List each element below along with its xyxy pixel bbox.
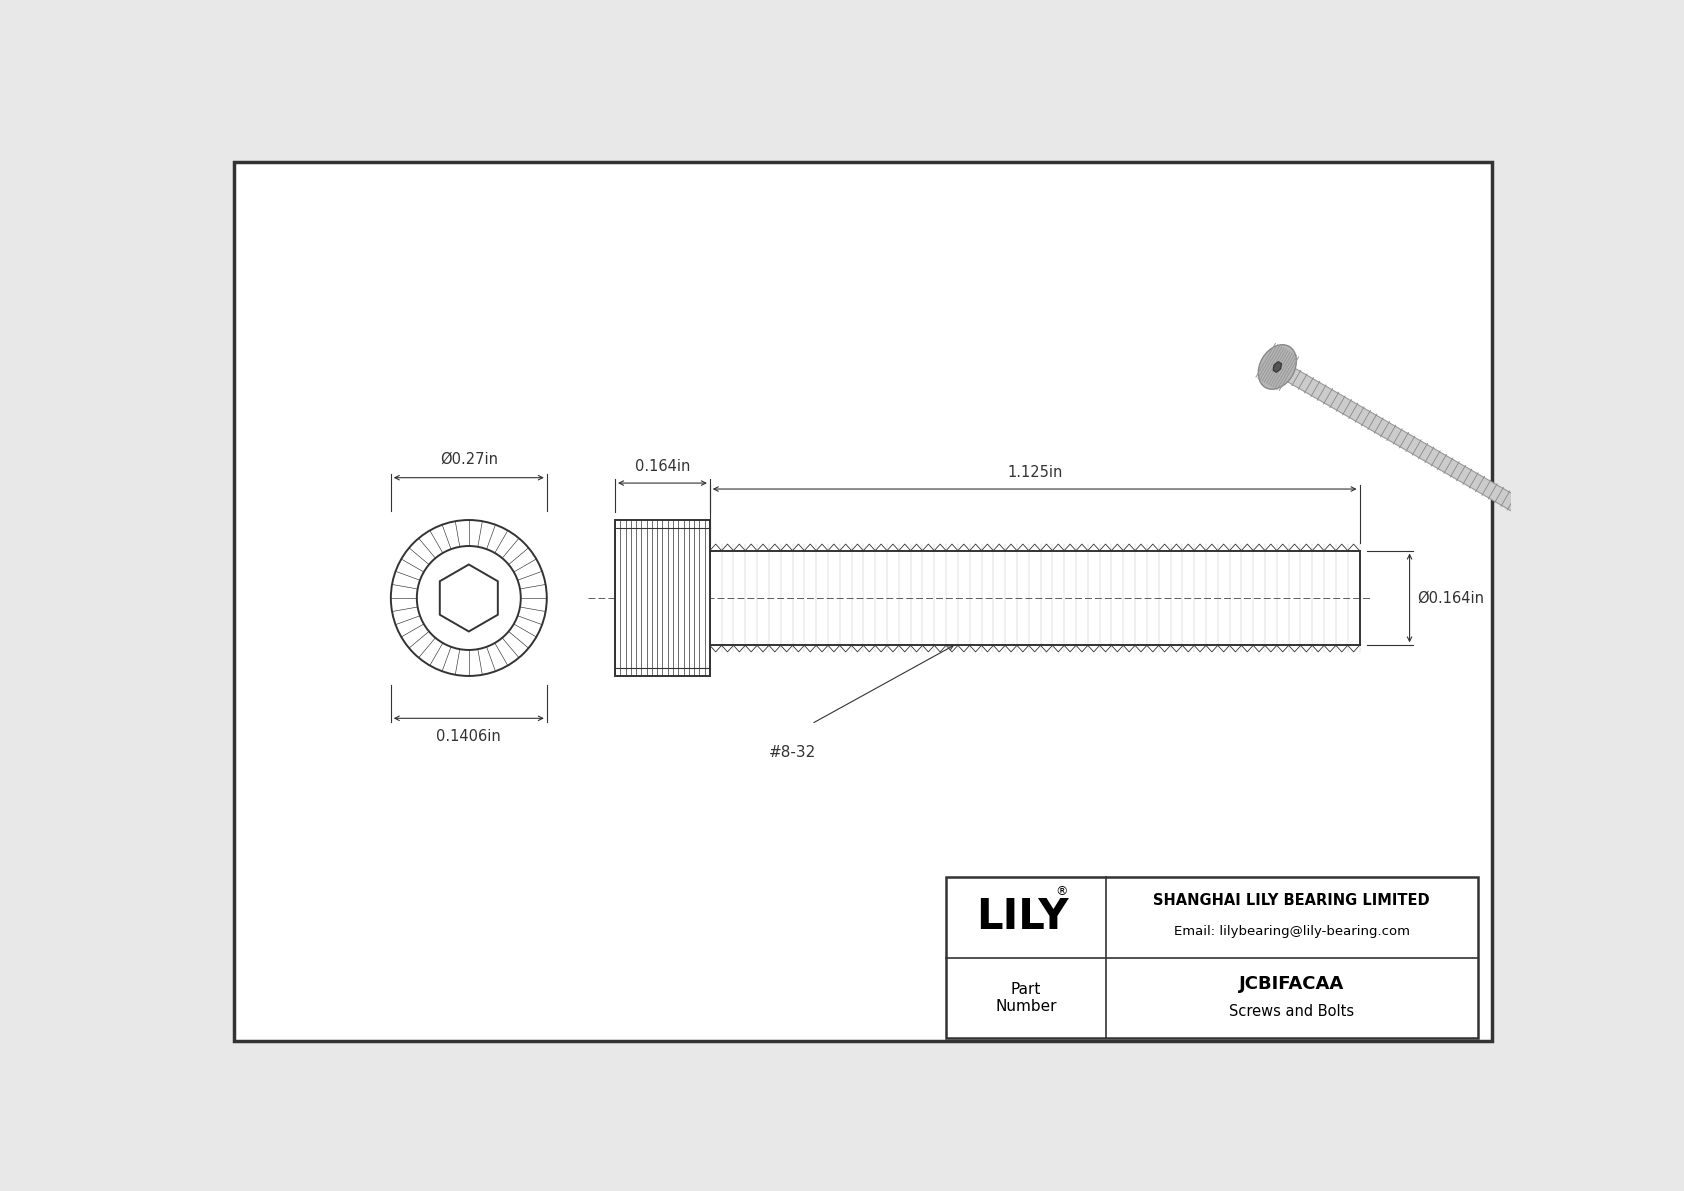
Text: SHANGHAI LILY BEARING LIMITED: SHANGHAI LILY BEARING LIMITED <box>1154 893 1430 908</box>
Text: 0.164in: 0.164in <box>635 459 690 474</box>
Text: Email: lilybearing@lily-bearing.com: Email: lilybearing@lily-bearing.com <box>1174 924 1410 937</box>
FancyBboxPatch shape <box>234 162 1492 1041</box>
Bar <box>615 520 711 676</box>
Text: 0.1406in: 0.1406in <box>436 729 502 744</box>
Text: 1.125in: 1.125in <box>1007 464 1063 480</box>
Bar <box>946 877 1477 1039</box>
Ellipse shape <box>1526 506 1536 520</box>
Text: JCBIFACAA: JCBIFACAA <box>1239 975 1344 993</box>
Text: ®: ® <box>1056 885 1068 898</box>
Text: Ø0.164in: Ø0.164in <box>1418 591 1484 605</box>
Text: #8-32: #8-32 <box>770 746 817 760</box>
Text: Screws and Bolts: Screws and Bolts <box>1229 1004 1354 1019</box>
Ellipse shape <box>1258 344 1297 389</box>
Text: Part
Number: Part Number <box>995 981 1056 1015</box>
Text: LILY: LILY <box>975 896 1068 939</box>
Polygon shape <box>1273 362 1282 373</box>
Text: Ø0.27in: Ø0.27in <box>440 451 498 467</box>
Polygon shape <box>1273 361 1534 520</box>
